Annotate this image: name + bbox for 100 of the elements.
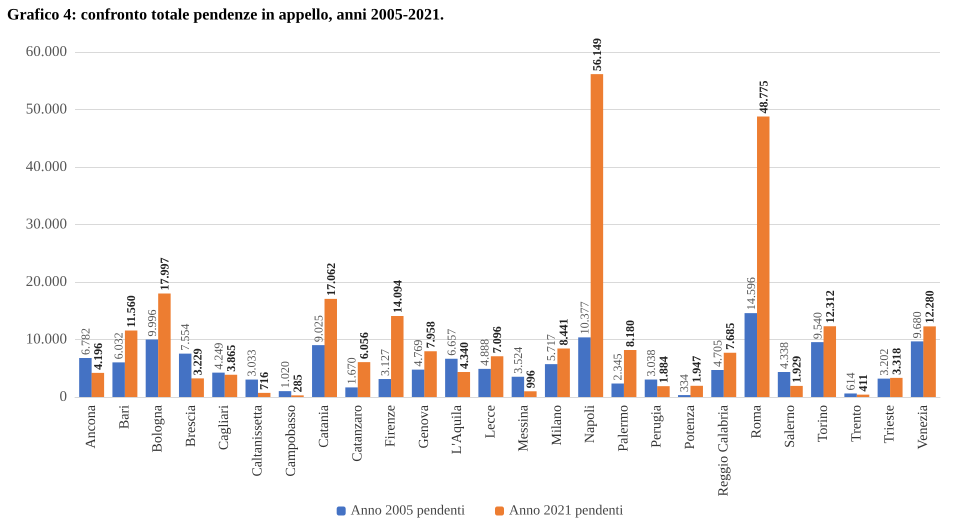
data-label: 4.888 (478, 338, 492, 366)
data-label: 6.782 (78, 328, 92, 356)
data-label: 1.884 (656, 356, 670, 384)
data-label: 3.202 (876, 348, 891, 376)
data-label: 411 (856, 374, 870, 392)
data-label: 48.775 (756, 80, 770, 114)
data-label: 3.033 (244, 350, 259, 377)
x-tick-label: Torino (816, 405, 832, 442)
x-tick-label: Bari (117, 404, 132, 430)
bar (191, 378, 204, 397)
bar (324, 298, 337, 397)
bar (391, 316, 404, 397)
bar (590, 74, 604, 397)
data-label: 285 (290, 374, 304, 392)
y-tick-label: 40.000 (26, 159, 67, 175)
data-label: 4.340 (456, 342, 471, 370)
data-label: 6.032 (112, 332, 126, 360)
y-tick-label: 0 (60, 389, 67, 405)
data-label: 2.345 (610, 354, 625, 381)
data-label: 3.127 (378, 349, 392, 376)
data-label: 12.312 (822, 290, 837, 324)
x-tick-label: Lecce (483, 405, 498, 438)
data-label: 3.038 (644, 350, 658, 377)
data-label: 3.524 (510, 346, 525, 374)
data-label: 3.865 (224, 344, 238, 372)
bar (178, 354, 192, 397)
x-tick-label: Reggio Calabria (716, 404, 732, 496)
bar (158, 294, 171, 397)
bar (790, 386, 803, 397)
y-tick-label: 30.000 (26, 216, 67, 232)
data-label: 4.769 (411, 340, 426, 367)
data-label: 17.997 (157, 258, 172, 291)
bar (92, 372, 104, 397)
data-label: 10.377 (577, 301, 592, 334)
x-tick-label: Catania (317, 404, 332, 448)
data-label: 1.020 (278, 361, 292, 388)
bar (757, 116, 770, 397)
x-tick-label: Salerno (782, 405, 798, 448)
bar (79, 358, 92, 397)
bar (824, 326, 836, 397)
data-label: 716 (257, 372, 272, 390)
bar (711, 370, 724, 397)
bar (644, 380, 658, 397)
bar (890, 378, 903, 397)
data-label: 8.180 (623, 320, 638, 347)
bar (490, 356, 504, 397)
data-label: 56.149 (590, 38, 604, 72)
data-label: 3.229 (190, 348, 205, 376)
bar (146, 340, 158, 397)
bar (657, 386, 670, 397)
bar (557, 348, 570, 397)
bar (124, 330, 138, 397)
x-tick-label: Venezia (916, 404, 931, 450)
bar (246, 380, 258, 397)
data-label: 334 (677, 374, 692, 392)
legend-label: Anno 2021 pendenti (509, 504, 624, 518)
data-label: 9.540 (810, 312, 824, 340)
x-tick-label: Trento (849, 405, 864, 442)
x-tick-label: Napoli (583, 404, 598, 444)
bar (212, 372, 225, 397)
y-tick-label: 60.000 (26, 44, 67, 60)
x-tick-label: Messina (516, 404, 532, 452)
bar (345, 387, 358, 397)
bar (424, 351, 437, 397)
data-label: 7.685 (722, 322, 737, 350)
bar (923, 326, 936, 397)
bar (412, 370, 424, 397)
data-label: 1.670 (344, 357, 359, 384)
bar (512, 376, 524, 397)
bar (778, 372, 790, 397)
data-label: 5.717 (544, 334, 558, 362)
x-tick-label: Palermo (616, 405, 632, 452)
bar (478, 368, 491, 397)
bar (624, 350, 636, 397)
data-label: 3.318 (889, 348, 904, 375)
bar (811, 342, 824, 397)
bar (611, 384, 624, 397)
data-label: 9.996 (144, 310, 159, 337)
bar (458, 372, 470, 397)
bar (224, 374, 238, 397)
bar (910, 341, 924, 397)
x-tick-label: Bologna (150, 404, 166, 452)
x-tick-label: Genova (416, 404, 432, 449)
legend-label: Anno 2005 pendenti (350, 504, 466, 518)
x-tick-label: Perugia (650, 404, 665, 448)
x-tick-label: Potenza (682, 404, 698, 450)
data-label: 4.249 (211, 342, 226, 370)
data-label: 17.062 (324, 262, 338, 296)
data-label: 4.196 (90, 342, 105, 370)
data-label: 6.056 (357, 332, 372, 360)
bar (878, 378, 890, 397)
bar (578, 337, 591, 397)
bar (278, 391, 292, 397)
data-label: 1.929 (790, 356, 804, 383)
data-label: 4.338 (777, 342, 792, 370)
data-label: 4.705 (710, 340, 725, 367)
bar (544, 364, 558, 397)
bar (844, 393, 857, 397)
y-tick-label: 10.000 (26, 332, 67, 348)
x-tick-label: Roma (750, 404, 765, 438)
